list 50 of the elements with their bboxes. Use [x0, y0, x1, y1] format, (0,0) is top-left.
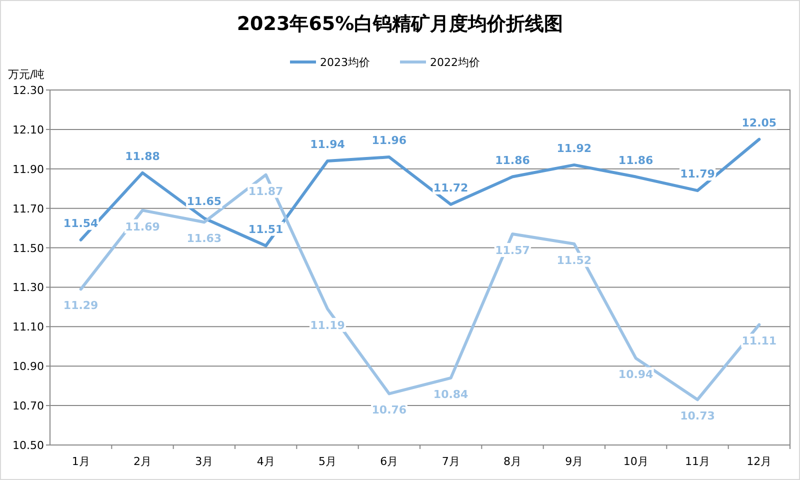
data-label: 11.11 — [742, 334, 777, 348]
x-tick-label: 10月 — [623, 455, 648, 468]
data-label: 10.84 — [433, 388, 469, 401]
x-tick-label: 4月 — [256, 455, 275, 468]
x-tick-label: 2月 — [134, 455, 152, 468]
data-label: 11.79 — [680, 168, 715, 181]
data-label: 11.29 — [63, 299, 98, 312]
legend-label: 2023均价 — [320, 56, 370, 69]
x-tick-label: 9月 — [565, 455, 584, 468]
x-tick-label: 6月 — [380, 455, 398, 468]
data-label: 11.86 — [495, 154, 530, 167]
data-label: 11.63 — [186, 232, 222, 246]
x-tick-label: 8月 — [504, 455, 522, 468]
y-tick-label: 11.10 — [12, 320, 44, 334]
legend-label: 2022均价 — [430, 56, 480, 69]
data-label: 11.52 — [556, 254, 592, 267]
data-label: 11.69 — [125, 220, 160, 234]
y-tick-label: 11.50 — [12, 242, 44, 255]
data-label: 11.87 — [248, 184, 284, 198]
data-label: 10.76 — [372, 404, 407, 417]
x-tick-label: 1月 — [72, 455, 90, 468]
y-tick-label: 10.70 — [12, 400, 44, 413]
x-tick-label: 12月 — [746, 455, 772, 468]
data-label: 11.94 — [310, 138, 346, 151]
y-tick-label: 12.30 — [12, 84, 44, 97]
chart-title: 2023年65%白钨精矿月度均价折线图 — [236, 13, 564, 35]
data-label: 11.65 — [186, 195, 222, 208]
y-tick-label: 11.70 — [12, 202, 44, 216]
x-tick-label: 5月 — [318, 455, 336, 468]
y-tick-label: 11.90 — [12, 162, 44, 176]
data-label: 12.05 — [742, 116, 777, 130]
data-label: 11.92 — [556, 142, 592, 155]
x-tick-label: 3月 — [195, 455, 214, 468]
data-label: 11.57 — [495, 244, 530, 257]
data-label: 11.88 — [125, 150, 160, 163]
data-label: 11.96 — [372, 134, 407, 148]
data-label: 11.19 — [310, 318, 345, 332]
data-label: 11.86 — [618, 154, 654, 167]
y-tick-label: 10.90 — [12, 360, 44, 374]
data-label: 11.51 — [248, 222, 284, 236]
data-label: 10.73 — [680, 410, 715, 423]
y-tick-label: 10.50 — [12, 439, 44, 452]
x-tick-label: 11月 — [685, 455, 710, 468]
data-label: 11.54 — [63, 216, 99, 230]
data-label: 10.94 — [618, 368, 654, 382]
y-tick-label: 11.30 — [12, 281, 44, 294]
y-tick-label: 12.10 — [12, 123, 44, 136]
x-tick-label: 7月 — [442, 455, 460, 468]
y-axis-title: 万元/吨 — [8, 68, 45, 81]
data-label: 11.72 — [433, 181, 468, 194]
